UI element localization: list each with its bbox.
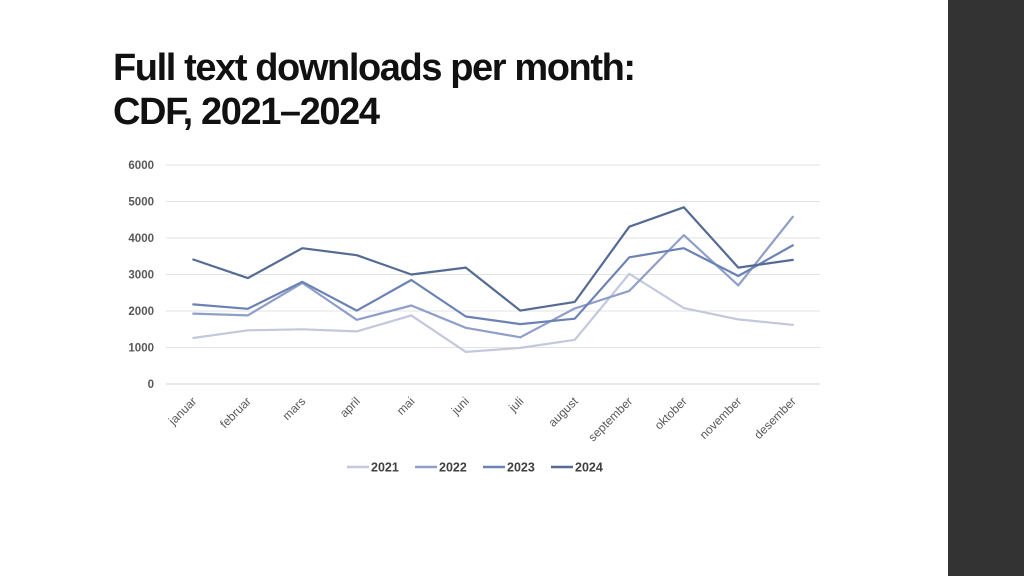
x-tick-label: oktober xyxy=(652,394,690,432)
x-tick-label: september xyxy=(585,394,635,444)
y-tick-label: 5000 xyxy=(128,197,154,209)
side-bar xyxy=(948,0,1024,576)
y-tick-label: 0 xyxy=(148,379,154,391)
x-tick-label: november xyxy=(697,394,745,442)
x-tick-label: juli xyxy=(505,394,526,415)
legend-item-2024: 2024 xyxy=(551,461,603,475)
x-tick-label: juni xyxy=(448,394,472,418)
y-tick-label: 1000 xyxy=(128,343,154,355)
x-tick-label: februar xyxy=(217,394,254,431)
x-axis: januar februar mars april mai juni juli august s… xyxy=(165,394,799,444)
legend: 2021 2022 2023 2024 xyxy=(347,461,603,475)
legend-label: 2021 xyxy=(371,461,399,475)
legend-item-2023: 2023 xyxy=(483,461,535,475)
y-tick-label: 3000 xyxy=(128,270,154,282)
series-line-2024 xyxy=(192,206,794,312)
x-tick-label: mai xyxy=(394,394,418,418)
series-lines xyxy=(192,206,794,353)
title-line-1: Full text downloads per month: xyxy=(113,47,636,89)
y-tick-label: 6000 xyxy=(128,160,154,172)
series-line-2023 xyxy=(192,244,794,326)
legend-label: 2022 xyxy=(439,461,467,475)
y-axis: 0 1000 2000 3000 4000 5000 6000 xyxy=(128,160,154,391)
x-tick-label: april xyxy=(337,394,363,420)
x-tick-label: august xyxy=(545,394,581,430)
x-tick-label: januar xyxy=(165,394,199,428)
legend-item-2021: 2021 xyxy=(347,461,399,475)
series-line-2022 xyxy=(192,215,794,339)
gridlines xyxy=(166,164,820,385)
series-line-2021 xyxy=(192,272,794,353)
title-line-2: CDF, 2021–2024 xyxy=(113,91,380,133)
x-tick-label: mars xyxy=(280,394,309,423)
slide-title: Full text downloads per month: CDF, 2021… xyxy=(113,46,636,134)
y-tick-label: 4000 xyxy=(128,233,154,245)
legend-label: 2024 xyxy=(575,461,603,475)
y-tick-label: 2000 xyxy=(128,306,154,318)
legend-label: 2023 xyxy=(507,461,535,475)
x-tick-label: desember xyxy=(751,394,799,442)
legend-item-2022: 2022 xyxy=(415,461,467,475)
